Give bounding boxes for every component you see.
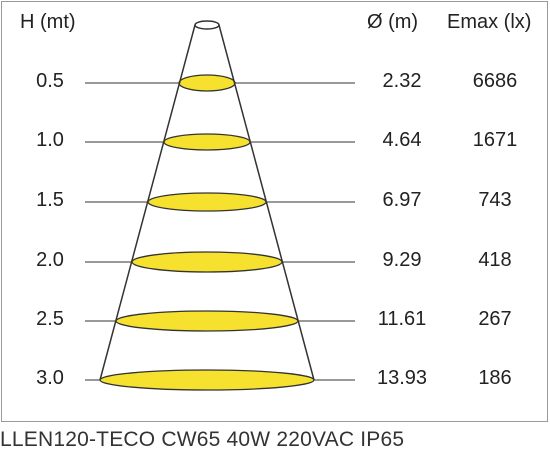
cone-left-edge	[99, 24, 196, 381]
beam-ellipse-0.5	[178, 74, 236, 92]
guide-lines	[85, 82, 355, 381]
height-value: 0.5	[36, 70, 64, 92]
emax-value: 418	[478, 249, 512, 271]
emax-value: 186	[478, 367, 512, 389]
header-emax: Emax (lx)	[447, 11, 532, 33]
diameter-value: 2.32	[382, 70, 422, 92]
diameter-value: 9.29	[382, 249, 422, 271]
beam-ellipse-2.0	[131, 251, 283, 273]
cone-right-edge	[218, 24, 315, 381]
beam-ellipse-2.5	[115, 310, 299, 332]
cone-outline	[99, 24, 315, 381]
beam-ellipse-3.0	[99, 369, 315, 391]
header-height: H (mt)	[20, 11, 76, 33]
beam-ellipses	[99, 74, 315, 391]
height-value: 2.5	[36, 308, 64, 330]
beam-ellipse-1.0	[163, 133, 251, 151]
diameter-value: 6.97	[382, 189, 422, 211]
emax-value: 6686	[472, 70, 518, 92]
height-value: 1.5	[36, 189, 64, 211]
product-caption: LLEN120-TECO CW65 40W 220VAC IP65	[0, 428, 405, 451]
emax-value: 267	[478, 308, 512, 330]
emax-value: 743	[478, 189, 512, 211]
diameter-value: 13.93	[376, 367, 428, 389]
diameter-value: 4.64	[382, 129, 422, 151]
beam-ellipse-1.5	[147, 192, 267, 212]
luminaire-top	[194, 20, 220, 30]
height-value: 2.0	[36, 249, 64, 271]
diameter-value: 11.61	[377, 308, 427, 330]
diagram-frame	[1, 1, 548, 422]
header-diameter: Ø (m)	[367, 11, 419, 33]
height-value: 1.0	[36, 129, 64, 151]
height-value: 3.0	[36, 367, 64, 389]
emax-value: 1671	[472, 129, 518, 151]
